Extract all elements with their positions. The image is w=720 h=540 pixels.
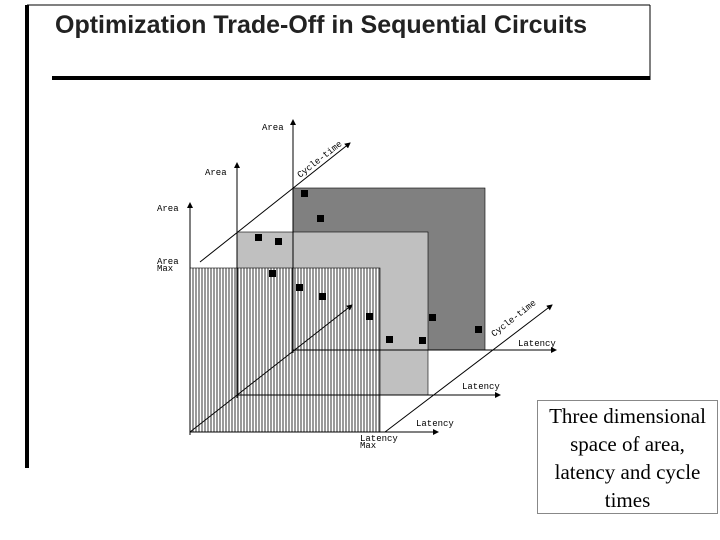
slide-title: Optimization Trade-Off in Sequential Cir… xyxy=(55,11,587,39)
planes xyxy=(189,187,486,433)
axes xyxy=(187,119,557,435)
axis-label: Max xyxy=(157,264,173,274)
caption: Three dimensional space of area, latency… xyxy=(537,400,718,514)
design-points xyxy=(255,190,482,344)
axis-label: Latency xyxy=(360,434,398,444)
axis-label: Area xyxy=(157,257,179,267)
slide-frame xyxy=(25,4,651,468)
axis-label: Cycle-time xyxy=(296,139,345,180)
axis-label: Area xyxy=(157,204,179,214)
axis-label: Latency xyxy=(518,339,556,349)
axis-label: Area xyxy=(262,123,284,133)
axis-label: Cycle-time xyxy=(490,298,539,339)
axis-label: Max xyxy=(360,441,376,451)
axis-label: Latency xyxy=(416,419,454,429)
axis-label: Area xyxy=(205,168,227,178)
axis-label: Latency xyxy=(462,382,500,392)
